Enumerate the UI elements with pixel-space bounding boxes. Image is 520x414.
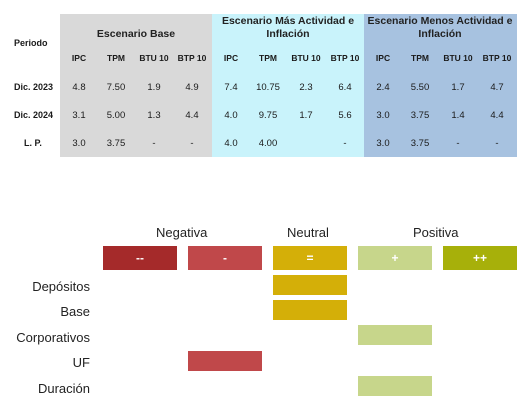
table-cell: 3.1 [72, 110, 86, 121]
table-cell: 2.4 [376, 82, 390, 93]
table-cell: - [343, 138, 347, 149]
table-cell: 4.4 [185, 110, 199, 121]
table-cell: 9.75 [258, 110, 278, 121]
table-cell: 1.7 [451, 82, 465, 93]
table-cell: 4.9 [185, 82, 199, 93]
scenario-base-title: Escenario Base [96, 28, 176, 40]
col-header-ipc-mas: IPC [223, 53, 239, 63]
col-header-tpm-mas: TPM [259, 53, 277, 63]
col-header-ipc-menos: IPC [375, 53, 391, 63]
col-header-btu-menos: BTU 10 [443, 53, 473, 63]
table-cell: - [456, 138, 460, 149]
table-cell: 7.50 [106, 82, 126, 93]
position-bar-base [273, 300, 347, 320]
row-label-depositos: Depósitos [32, 279, 90, 294]
table-cell: 4.7 [490, 82, 504, 93]
col-header-btp-menos: BTP 10 [482, 53, 512, 63]
position-bar-corporativos [358, 325, 432, 345]
table-cell: 3.75 [106, 138, 126, 149]
scenario-base-background [60, 14, 212, 157]
row-label-base: Base [60, 304, 90, 319]
col-header-ipc-base: IPC [71, 53, 87, 63]
table-cell: 7.4 [224, 82, 238, 93]
category-negativa: Negativa [156, 225, 208, 240]
scenario-table: Periodo Escenario Base Escenario Más Act… [0, 0, 520, 160]
row-label-dic-2023: Dic. 2023 [14, 82, 54, 92]
position-bar-depósitos [273, 275, 347, 295]
position-bar-uf [188, 351, 262, 371]
scale-pill-neutral: = [273, 246, 347, 270]
scale-pill-very-negative: -- [103, 246, 177, 270]
row-label-dic-2024: Dic. 2024 [14, 110, 54, 120]
col-header-tpm-menos: TPM [411, 53, 429, 63]
table-cell: 4.0 [224, 110, 238, 121]
periodo-header: Periodo [14, 38, 48, 48]
row-label-corporativos: Corporativos [16, 330, 90, 345]
col-header-tpm-base: TPM [107, 53, 125, 63]
table-cell: 1.9 [147, 82, 161, 93]
row-label-lp: L. P. [24, 138, 42, 148]
table-cell: 3.0 [72, 138, 86, 149]
scale-pill-negative: - [188, 246, 262, 270]
scale-pill-positive: + [358, 246, 432, 270]
table-cell: 5.00 [106, 110, 126, 121]
scenario-menos-background [364, 14, 517, 157]
category-positiva: Positiva [413, 225, 459, 240]
table-cell: - [190, 138, 194, 149]
col-header-btu-mas: BTU 10 [291, 53, 321, 63]
table-cell: 5.50 [410, 82, 430, 93]
row-label-duracion: Duración [37, 381, 90, 396]
table-cell: 3.75 [410, 110, 430, 121]
scenario-mas-background [212, 14, 364, 157]
table-cell: 4.4 [490, 110, 504, 121]
scenario-mas-title: Escenario Más Actividad e Inflación [221, 15, 355, 40]
table-cell: 2.3 [299, 82, 313, 93]
table-cell: 3.0 [376, 138, 390, 149]
scenario-menos-title: Escenario Menos Actividad e Inflación [367, 15, 513, 40]
table-cell: 1.4 [451, 110, 465, 121]
table-cell: - [495, 138, 499, 149]
table-cell: 6.4 [338, 82, 352, 93]
table-cell: 4.0 [224, 138, 238, 149]
table-cell: 4.00 [258, 138, 278, 149]
table-cell: 1.7 [299, 110, 313, 121]
category-neutral: Neutral [287, 225, 329, 240]
table-cell: 3.75 [410, 138, 430, 149]
col-header-btu-base: BTU 10 [139, 53, 169, 63]
table-cell: 4.8 [72, 82, 86, 93]
row-label-uf: UF [72, 355, 90, 370]
table-cell: 3.0 [376, 110, 390, 121]
table-cell: 10.75 [256, 82, 280, 93]
col-header-btp-base: BTP 10 [177, 53, 207, 63]
col-header-btp-mas: BTP 10 [330, 53, 360, 63]
table-cell: 1.3 [147, 110, 161, 121]
scale-pill-very-positive: ++ [443, 246, 517, 270]
table-cell: - [152, 138, 156, 149]
position-bar-duración [358, 376, 432, 396]
table-cell: 5.6 [338, 110, 352, 121]
